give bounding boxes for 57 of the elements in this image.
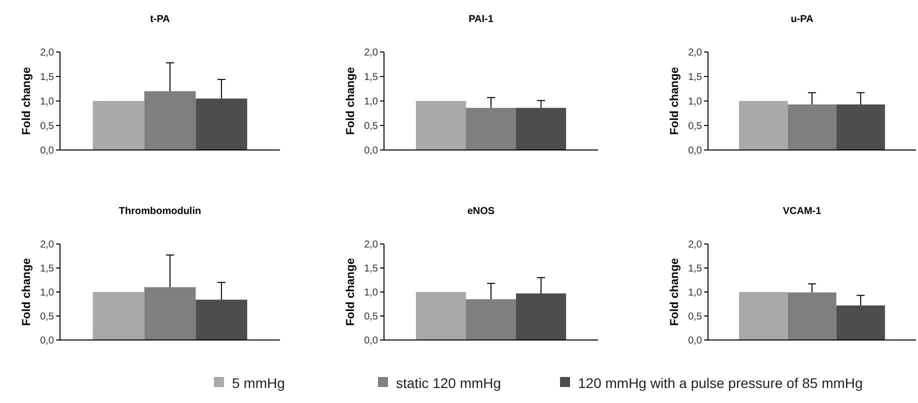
- y-axis-title: Fold change: [345, 258, 357, 326]
- chart-title: eNOS: [467, 206, 495, 217]
- y-tick-label: 2,0: [40, 48, 54, 58]
- y-tick-label: 0,5: [364, 312, 378, 322]
- chart-title: Thrombomodulin: [118, 206, 202, 217]
- y-tick-label: 0,5: [688, 121, 702, 132]
- y-tick-label: 0,5: [40, 121, 54, 132]
- y-tick-label: 1,0: [40, 288, 54, 298]
- y-tick-label: 1,0: [688, 288, 702, 298]
- y-tick-label: 0,0: [40, 146, 54, 156]
- y-tick-label: 1,5: [688, 72, 702, 83]
- y-tick-label: 1,5: [688, 264, 702, 274]
- bar: [196, 300, 248, 340]
- bar: [92, 292, 144, 340]
- y-tick-label: 2,0: [688, 48, 702, 58]
- bar: [196, 98, 248, 150]
- y-tick-label: 1,0: [364, 288, 378, 298]
- y-tick-label: 1,5: [364, 72, 378, 83]
- y-axis-title: Fold change: [345, 67, 357, 135]
- y-tick-label: 0,0: [40, 336, 54, 346]
- y-tick-label: 2,0: [364, 240, 378, 250]
- y-tick-label: 0,0: [364, 336, 378, 346]
- bar: [92, 101, 144, 150]
- legend-label: 5 mmHg: [232, 374, 285, 391]
- bar: [416, 292, 466, 340]
- bar: [836, 305, 885, 340]
- y-tick-label: 0,0: [364, 146, 378, 156]
- legend-label: static 120 mmHg: [396, 374, 502, 391]
- bar: [739, 292, 788, 340]
- y-tick-label: 0,0: [688, 336, 702, 346]
- y-tick-label: 2,0: [40, 240, 54, 250]
- y-tick-label: 1,5: [364, 264, 378, 274]
- y-tick-label: 1,5: [40, 72, 54, 83]
- y-tick-label: 0,5: [688, 312, 702, 322]
- y-tick-label: 0,0: [688, 146, 702, 156]
- y-tick-label: 2,0: [688, 240, 702, 250]
- y-tick-label: 1,0: [40, 96, 54, 108]
- chart-title: VCAM-1: [782, 206, 822, 217]
- chart-title: PAI-1: [468, 14, 494, 25]
- y-tick-label: 1,0: [688, 96, 702, 108]
- y-axis-title: Fold change: [21, 67, 33, 135]
- chart-title: t-PA: [150, 14, 170, 25]
- y-tick-label: 1,5: [40, 264, 54, 274]
- y-axis-title: Fold change: [21, 258, 33, 326]
- bar: [144, 91, 196, 150]
- bar: [788, 292, 836, 340]
- y-tick-label: 1,0: [364, 96, 378, 108]
- y-tick-label: 0,5: [364, 121, 378, 132]
- y-tick-label: 0,5: [40, 312, 54, 322]
- y-axis-title: Fold change: [669, 67, 681, 135]
- legend-label: 120 mmHg with a pulse pressure of 85 mmHg: [578, 374, 863, 391]
- y-axis-title: Fold change: [669, 258, 681, 326]
- bar: [144, 287, 196, 340]
- chart-title: u-PA: [790, 14, 814, 25]
- bar: [466, 299, 516, 340]
- bar: [516, 293, 566, 340]
- y-tick-label: 2,0: [364, 48, 378, 58]
